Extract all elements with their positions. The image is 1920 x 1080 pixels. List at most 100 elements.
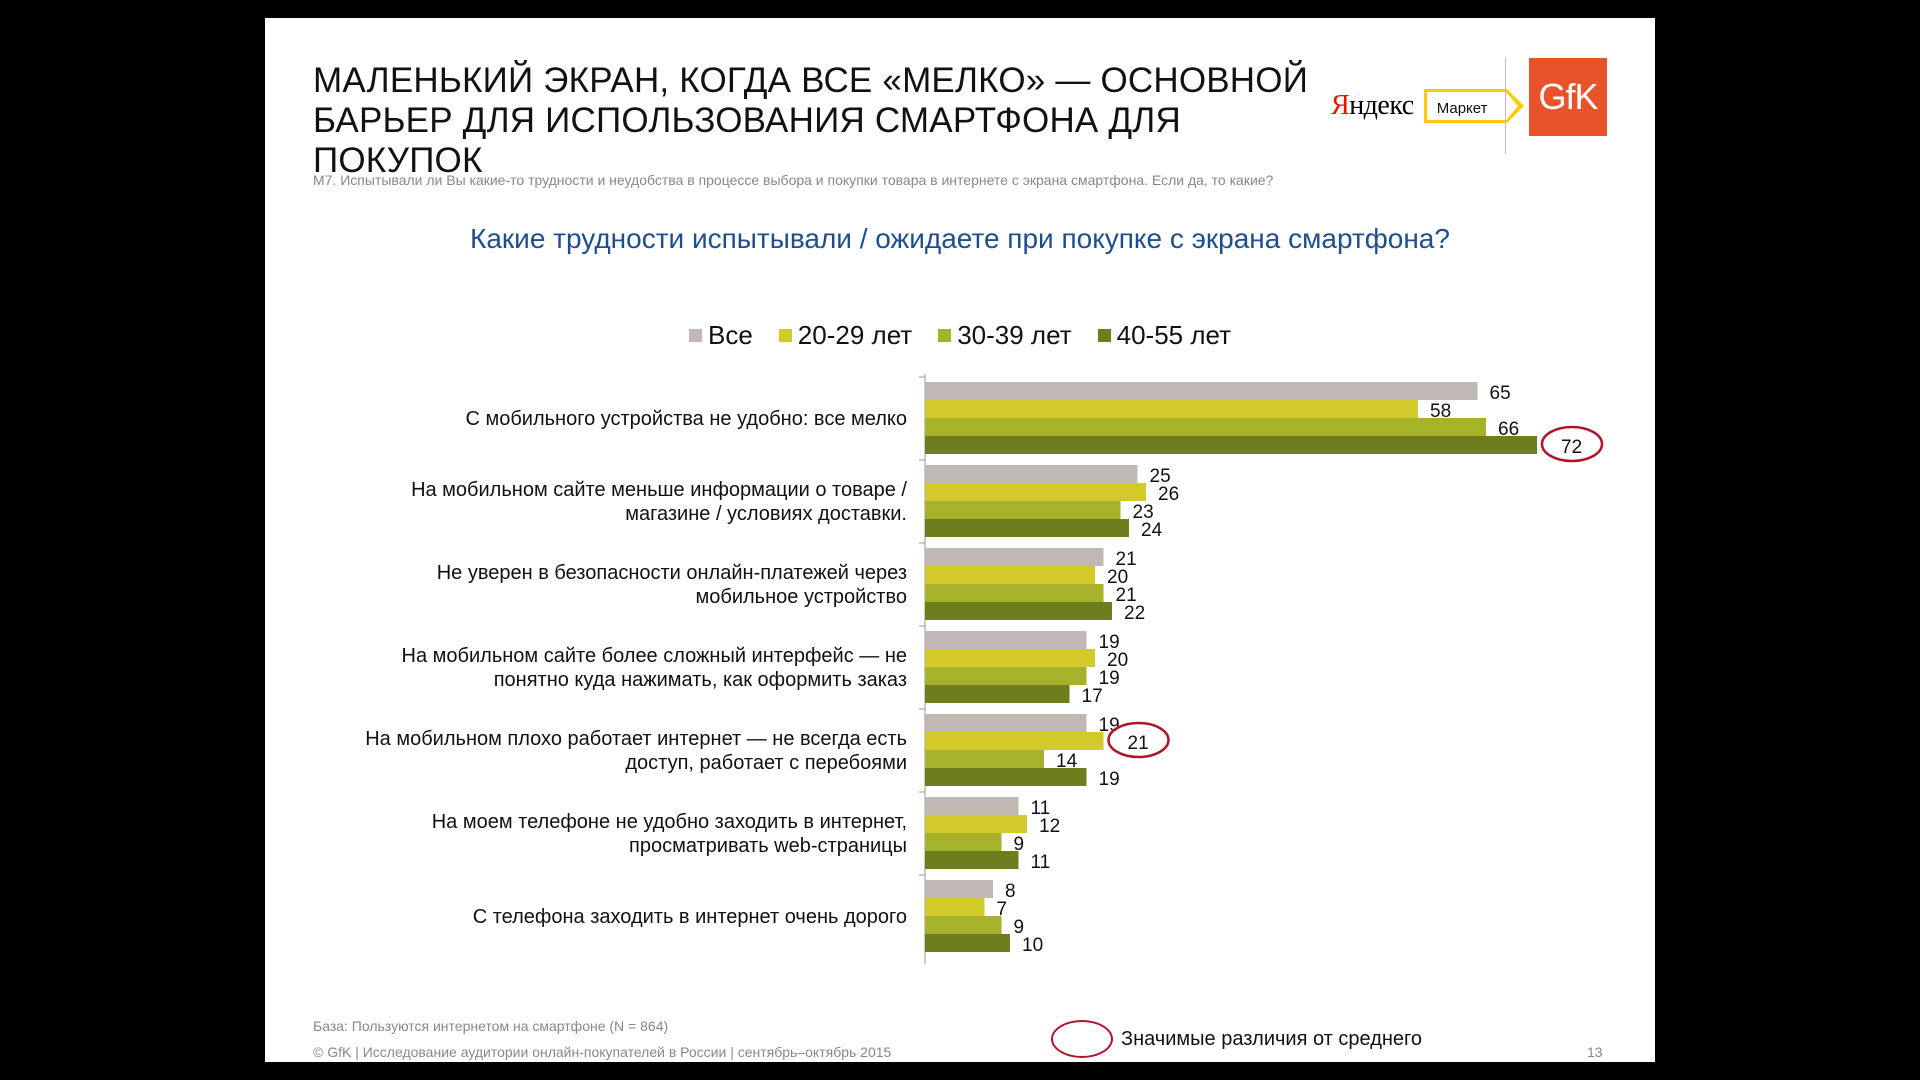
bar (925, 602, 1112, 620)
market-label: Маркет (1436, 100, 1488, 117)
legend-label: Все (707, 320, 753, 350)
yandex-wordmark: Яндекс (1331, 90, 1414, 122)
category-label: С мобильного устройства не удобно: все м… (465, 408, 907, 430)
data-label: 10 (1022, 935, 1043, 956)
data-label: 66 (1498, 419, 1519, 440)
yandex-rest: ндекс (1349, 90, 1414, 121)
significance-highlight (1107, 721, 1170, 759)
data-label: 25 (1150, 466, 1171, 487)
page-number: 13 (1587, 1044, 1603, 1060)
bar (925, 880, 993, 898)
bar (925, 631, 1087, 649)
bar (925, 465, 1138, 483)
category-label: просматривать web-страницы (629, 835, 907, 857)
data-label: 7 (997, 899, 1008, 920)
yandex-first-letter: Я (1331, 90, 1350, 121)
bar-chart: С мобильного устройства не удобно: все м… (365, 374, 1604, 964)
data-label: 11 (1031, 852, 1051, 873)
legend-label: 20-29 лет (797, 320, 913, 350)
slide-title: МАЛЕНЬКИЙ ЭКРАН, КОГДА ВСЕ «МЕЛКО» — ОСН… (313, 61, 1309, 180)
legend-item-0: Все (688, 320, 753, 351)
significance-label: Значимые различия от среднего (1121, 1027, 1423, 1050)
gfk-logo: GfK (1529, 58, 1607, 136)
bar (925, 732, 1104, 750)
data-label: 23 (1133, 502, 1154, 523)
legend-item-1: 20-29 лет (778, 320, 913, 351)
bar (925, 934, 1010, 952)
significance-ellipse-icon (1051, 1020, 1113, 1058)
legend-swatch (938, 329, 952, 342)
bar (925, 916, 1002, 934)
data-label: 19 (1099, 632, 1120, 653)
bar (925, 833, 1002, 851)
bar (925, 851, 1019, 869)
bar (925, 382, 1478, 400)
category-label: понятно куда нажимать, как оформить зака… (494, 669, 907, 691)
bar (925, 418, 1486, 436)
bar (925, 797, 1019, 815)
bar (925, 898, 985, 916)
yandex-market-logo: Яндекс Маркет (1331, 80, 1525, 132)
data-label: 21 (1116, 585, 1137, 606)
bar (925, 685, 1070, 703)
legend-label: 30-39 лет (957, 320, 1072, 350)
bar (925, 519, 1129, 537)
data-label: 26 (1158, 484, 1179, 505)
category-label: На мобильном сайте более сложный интерфе… (402, 645, 907, 667)
data-label: 14 (1056, 751, 1078, 772)
data-label: 21 (1116, 549, 1137, 570)
data-label: 24 (1141, 520, 1163, 541)
category-label: На мобильном плохо работает интернет — н… (365, 728, 907, 750)
category-label: магазине / условиях доставки. (625, 503, 907, 525)
data-label: 65 (1490, 383, 1511, 404)
significance-highlight (1540, 425, 1604, 463)
data-label: 12 (1039, 816, 1060, 837)
bar (925, 501, 1121, 519)
chart-legend: Все 20-29 лет 30-39 лет 40-55 лет (265, 320, 1655, 351)
market-tag: Маркет (1423, 89, 1525, 123)
data-label: 22 (1124, 603, 1145, 624)
legend-swatch (688, 329, 702, 342)
question-text: M7. Испытывали ли Вы какие-то трудности … (313, 172, 1274, 188)
bar (925, 566, 1095, 584)
legend-swatch (1097, 329, 1111, 342)
significance-legend: Значимые различия от среднего (1051, 1020, 1422, 1058)
legend-item-3: 40-55 лет (1097, 320, 1232, 351)
data-label: 9 (1014, 834, 1025, 855)
base-note: База: Пользуются интернетом на смартфоне… (313, 1018, 669, 1034)
bar (925, 483, 1146, 501)
bar (925, 584, 1104, 602)
bar (925, 548, 1104, 566)
data-label: 21 (1128, 733, 1149, 754)
data-label: 11 (1031, 798, 1051, 819)
bar (925, 815, 1027, 833)
data-label: 72 (1561, 437, 1582, 458)
legend-item-2: 30-39 лет (938, 320, 1072, 351)
legend-swatch (778, 329, 792, 342)
category-label: Не уверен в безопасности онлайн-платежей… (437, 562, 907, 584)
bar (925, 714, 1087, 732)
data-label: 20 (1107, 650, 1128, 671)
data-label: 19 (1099, 668, 1120, 689)
slide: МАЛЕНЬКИЙ ЭКРАН, КОГДА ВСЕ «МЕЛКО» — ОСН… (265, 18, 1655, 1062)
footer-note: © GfK | Исследование аудитории онлайн-по… (313, 1044, 892, 1060)
data-label: 20 (1107, 567, 1128, 588)
data-label: 58 (1430, 401, 1451, 422)
bar (925, 400, 1418, 418)
legend-label: 40-55 лет (1116, 320, 1232, 350)
chart-title: Какие трудности испытывали / ожидаете пр… (470, 223, 1450, 254)
bar (925, 436, 1537, 454)
category-label: мобильное устройство (696, 586, 907, 608)
bar (925, 750, 1044, 768)
category-label: На мобильном сайте меньше информации о т… (411, 479, 907, 501)
data-label: 19 (1099, 769, 1120, 790)
category-label: С телефона заходить в интернет очень дор… (473, 906, 907, 928)
category-label: На моем телефоне не удобно заходить в ин… (432, 811, 907, 833)
category-label: доступ, работает с перебоями (625, 752, 907, 774)
data-label: 9 (1014, 917, 1025, 938)
data-label: 17 (1082, 686, 1103, 707)
bar (925, 768, 1087, 786)
bar (925, 667, 1087, 685)
logo-divider (1505, 58, 1506, 154)
bar (925, 649, 1095, 667)
